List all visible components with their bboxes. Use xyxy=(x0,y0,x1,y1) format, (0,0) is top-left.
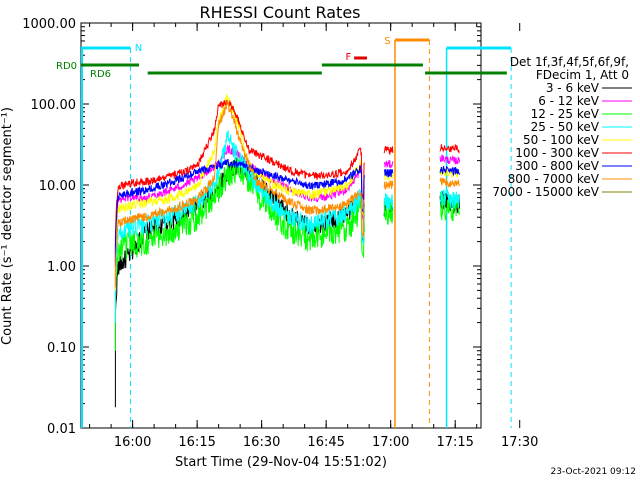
footer-date: 23-Oct-2021 09:12 xyxy=(551,467,636,477)
legend-entry-label: 100 - 300 keV xyxy=(515,146,599,160)
y-tick-label: 1000.00 xyxy=(22,17,76,32)
legend: Det 1f,3f,4f,5f,6f,9f,FDecim 1, Att 03 -… xyxy=(492,55,632,199)
state-flag-label: F xyxy=(346,52,352,63)
legend-entry-label: 50 - 100 keV xyxy=(523,133,600,147)
state-flag-label: S xyxy=(384,36,390,47)
series-line xyxy=(114,93,365,291)
time-markers: RD0 RD6 N F S xyxy=(56,36,512,428)
series-line xyxy=(383,168,394,178)
series-line xyxy=(114,99,365,288)
legend-entry-label: 800 - 7000 keV xyxy=(508,172,600,186)
y-tick-label: 10.00 xyxy=(39,179,76,194)
legend-entry-label: 6 - 12 keV xyxy=(538,94,600,108)
y-tick-label: 100.00 xyxy=(31,98,77,113)
series-line xyxy=(114,157,365,351)
series-line xyxy=(384,160,394,169)
y-axis-label: Count Rate (s⁻¹ detector segment⁻¹) xyxy=(0,107,15,345)
x-tick-label: 17:30 xyxy=(501,435,538,450)
series-line xyxy=(439,177,460,188)
legend-entry-label: 12 - 25 keV xyxy=(531,107,600,121)
legend-header-line: FDecim 1, Att 0 xyxy=(536,68,629,82)
legend-entry-label: 25 - 50 keV xyxy=(531,120,600,134)
series-line xyxy=(383,193,394,211)
series-line xyxy=(439,154,460,165)
x-axis: 16:00 16:15 16:30 16:45 17:00 17:15 17:30 xyxy=(89,23,538,450)
series-line xyxy=(383,197,394,225)
chart-title: RHESSI Count Rates xyxy=(200,3,361,22)
series-line xyxy=(114,158,365,267)
y-axis: 1000.00 100.00 10.00 1.00 0.10 0.01 xyxy=(22,17,481,437)
series-line xyxy=(439,165,460,177)
series-line xyxy=(439,189,460,210)
series-line xyxy=(383,180,394,190)
series-line xyxy=(439,144,460,154)
legend-entry-label: 3 - 6 keV xyxy=(546,81,600,95)
x-tick-label: 17:15 xyxy=(436,435,473,450)
legend-entry-label: 7000 - 15000 keV xyxy=(492,185,599,199)
y-tick-label: 0.10 xyxy=(47,341,76,356)
x-axis-label: Start Time (29-Nov-04 15:51:02) xyxy=(175,455,387,470)
state-flag-label: N xyxy=(135,43,142,54)
x-tick-label: 16:00 xyxy=(114,435,151,450)
series-line xyxy=(114,100,365,262)
attenuator-label: RD0 xyxy=(56,61,77,72)
legend-entry-label: 300 - 800 keV xyxy=(515,159,599,173)
legend-header-line: Det 1f,3f,4f,5f,6f,9f, xyxy=(510,55,629,69)
y-tick-label: 1.00 xyxy=(47,260,76,275)
series-layer xyxy=(114,93,460,408)
x-tick-label: 16:30 xyxy=(243,435,280,450)
y-tick-label: 0.01 xyxy=(47,422,76,437)
x-tick-label: 16:15 xyxy=(178,435,215,450)
x-tick-label: 17:00 xyxy=(372,435,409,450)
series-line xyxy=(383,146,394,156)
attenuator-label: RD6 xyxy=(90,69,111,80)
x-tick-label: 16:45 xyxy=(307,435,344,450)
